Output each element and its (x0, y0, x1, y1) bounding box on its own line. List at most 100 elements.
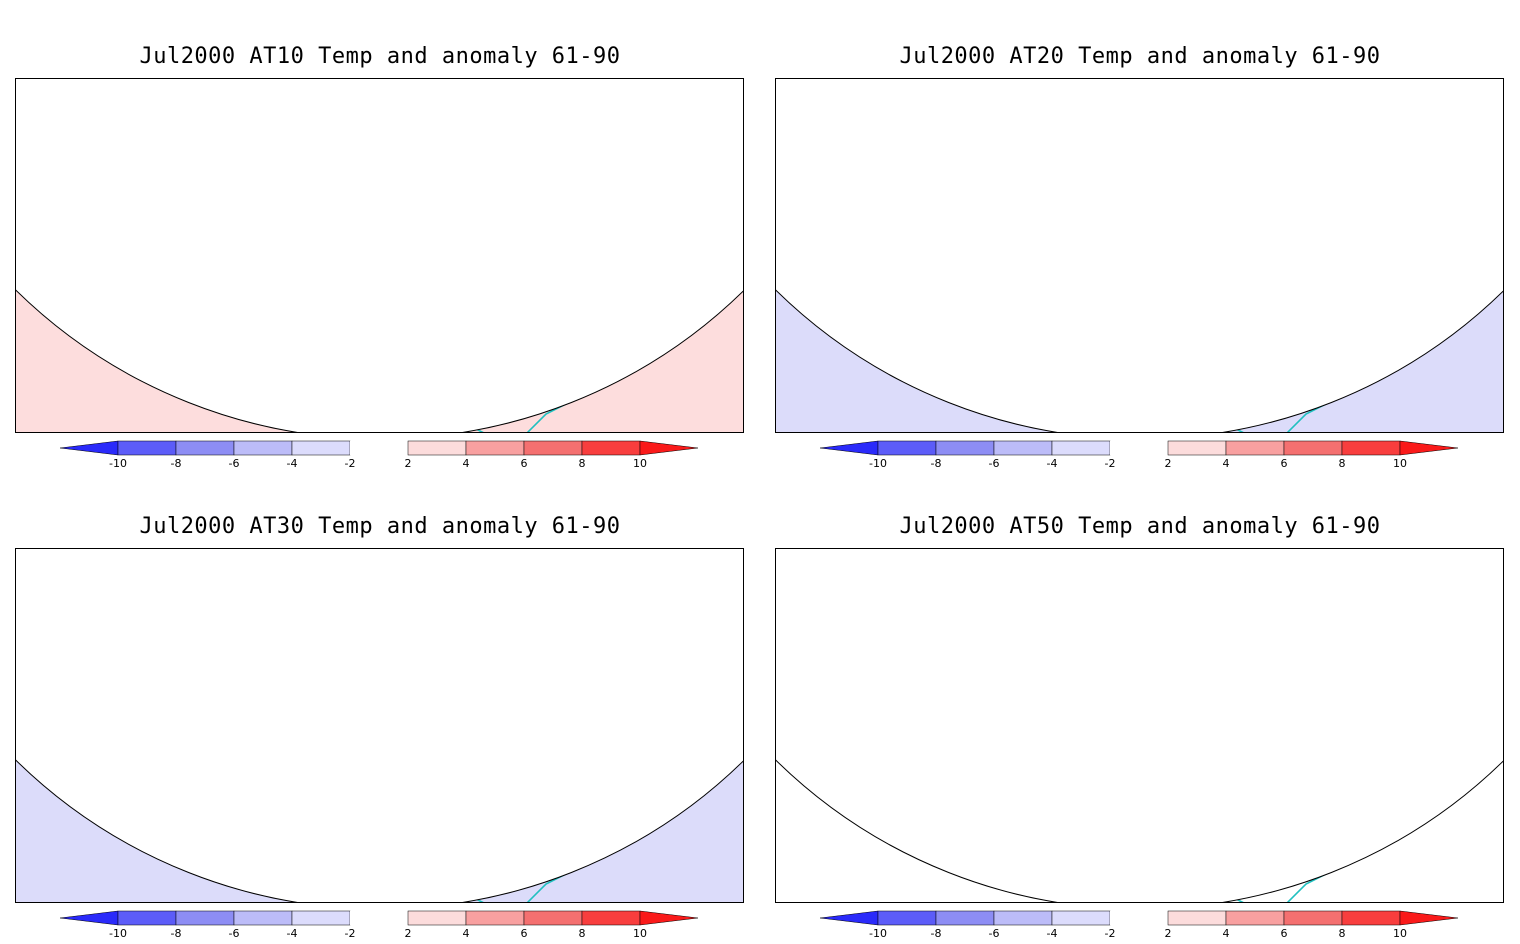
colorbar-tick-label: -6 (989, 457, 1000, 470)
contours (16, 549, 743, 880)
contour-label: -48 (954, 179, 969, 189)
cold-anomaly (16, 549, 743, 902)
contour-label-bg (426, 192, 446, 203)
coastline (1030, 568, 1187, 870)
contour-label-bg (356, 830, 376, 841)
contour-label-bg (441, 727, 461, 738)
graticule-lon (201, 79, 333, 408)
coastline (1135, 668, 1232, 750)
colorbar-arrow-right (1399, 440, 1459, 456)
colorbar-box (1051, 910, 1111, 926)
coastline (1124, 557, 1237, 620)
coastline (425, 868, 487, 902)
contour-label: -64 (1024, 874, 1039, 884)
map-layer: -40 -44 -48 -48 -48 -52 -52 (776, 79, 1503, 432)
colorbar-tick-label: 10 (1393, 457, 1407, 470)
contour-label-bg (318, 747, 338, 758)
colorbar-box (233, 910, 293, 926)
coastline (375, 198, 472, 280)
panel-at10: Jul2000 AT10 Temp and anomaly 61-90 -28-… (0, 0, 760, 470)
contour-line (829, 79, 1451, 240)
contour-labels: -44 -48 -52 -52 -56 -56 (318, 614, 566, 842)
contour-label: -56 (359, 832, 374, 842)
contour-label-bg (1051, 834, 1071, 845)
coastline (1365, 83, 1477, 100)
contour-line (969, 79, 1311, 100)
neutral-area (86, 89, 606, 389)
contour-label: -40 (379, 386, 394, 396)
contour-line (91, 549, 669, 688)
colorbar: -10 -8 -6 -4 -2 2 4 6 8 10 (59, 440, 702, 470)
cold-anomaly (321, 224, 341, 264)
contour-label-bg (1021, 872, 1041, 883)
colorbar-tick-label: 4 (1223, 927, 1230, 940)
graticule-lon (961, 79, 1093, 408)
graticule-lat (99, 79, 661, 200)
graticule-lat (959, 549, 1321, 570)
contour-label: -64 (1249, 849, 1264, 859)
contour-label: -28 (417, 86, 432, 96)
coastline (1030, 98, 1187, 400)
cold-anomaly-strong (501, 862, 541, 886)
coastline (1135, 198, 1232, 280)
contour-label-bg (1266, 824, 1286, 835)
colorbar-box (465, 910, 525, 926)
colorbar-tick-label: -8 (931, 457, 942, 470)
colorbar-tick-label: -8 (171, 927, 182, 940)
graticule-lat (859, 79, 1421, 200)
contour-label-bg (468, 394, 488, 405)
coastline (1365, 553, 1477, 570)
colorbar-tick-label: 2 (405, 927, 412, 940)
warm-anomaly (16, 79, 743, 432)
contour-line (776, 79, 1503, 310)
colorbar-tick-label: 8 (1339, 457, 1346, 470)
panel-title: Jul2000 AT30 Temp and anomaly 61-90 (139, 514, 621, 539)
coastline (425, 398, 487, 432)
contour-line (807, 549, 1473, 732)
panel-at50: Jul2000 AT50 Temp and anomaly 61-90 -44-… (760, 470, 1520, 940)
contour-label-bg (1186, 144, 1206, 155)
graticule-lon (1187, 79, 1319, 408)
colorbar-box-neutral (1110, 911, 1168, 925)
contour-label-bg (426, 657, 446, 668)
colorbar-tick-label: 10 (633, 457, 647, 470)
graticule-lat (16, 79, 743, 300)
colorbar-tick-label: 8 (579, 457, 586, 470)
coastline (370, 303, 458, 365)
contour-label: -40 (299, 362, 314, 372)
coastline (1185, 398, 1247, 432)
graticule-lat (776, 549, 1503, 770)
contour-label: -36 (294, 142, 309, 152)
contour-label: -44 (1189, 596, 1204, 606)
contour-line (776, 549, 1503, 784)
colorbar-boxes (819, 440, 1459, 456)
anomaly-shading (792, 559, 1503, 836)
contour-label: -40 (69, 174, 84, 184)
colorbar-canvas: -10 -8 -6 -4 -2 2 4 6 8 10 (59, 910, 699, 940)
contour-labels: -28 -32 -32 -36 -36 -36 -40 -40 -40 -40 -40 -40 -40 -… (66, 84, 714, 406)
contour-label: -64 (1054, 836, 1069, 846)
coastline (1144, 627, 1228, 665)
colorbar-box (1341, 910, 1401, 926)
colorbar: -10 -8 -6 -4 -2 2 4 6 8 10 (819, 440, 1462, 470)
contour-label: -40 (314, 194, 329, 204)
colorbar-box (523, 910, 583, 926)
coastline (364, 87, 477, 150)
graticule-lon (45, 79, 291, 318)
neutral-area (776, 79, 1503, 414)
graticule-lon (427, 549, 559, 878)
graticule-lon (16, 549, 259, 650)
coastline (1124, 87, 1237, 150)
colorbar-tick-label: -4 (1047, 927, 1058, 940)
colorbar-box (175, 440, 235, 456)
coastline (1235, 306, 1307, 320)
contour-line (794, 79, 1486, 275)
contour-label: -44 (1209, 189, 1224, 199)
colorbar-box (1225, 910, 1285, 926)
map-canvas: -44 -48 -52 -56 -60 -64 -64 -64 -64 (776, 549, 1503, 902)
contour-label-bg (1206, 187, 1226, 198)
colorbar-tick-label: -2 (345, 457, 356, 470)
colorbar-tick-label: -6 (229, 457, 240, 470)
colorbar-tick-label: -8 (171, 457, 182, 470)
contour-label: -52 (1129, 409, 1144, 419)
